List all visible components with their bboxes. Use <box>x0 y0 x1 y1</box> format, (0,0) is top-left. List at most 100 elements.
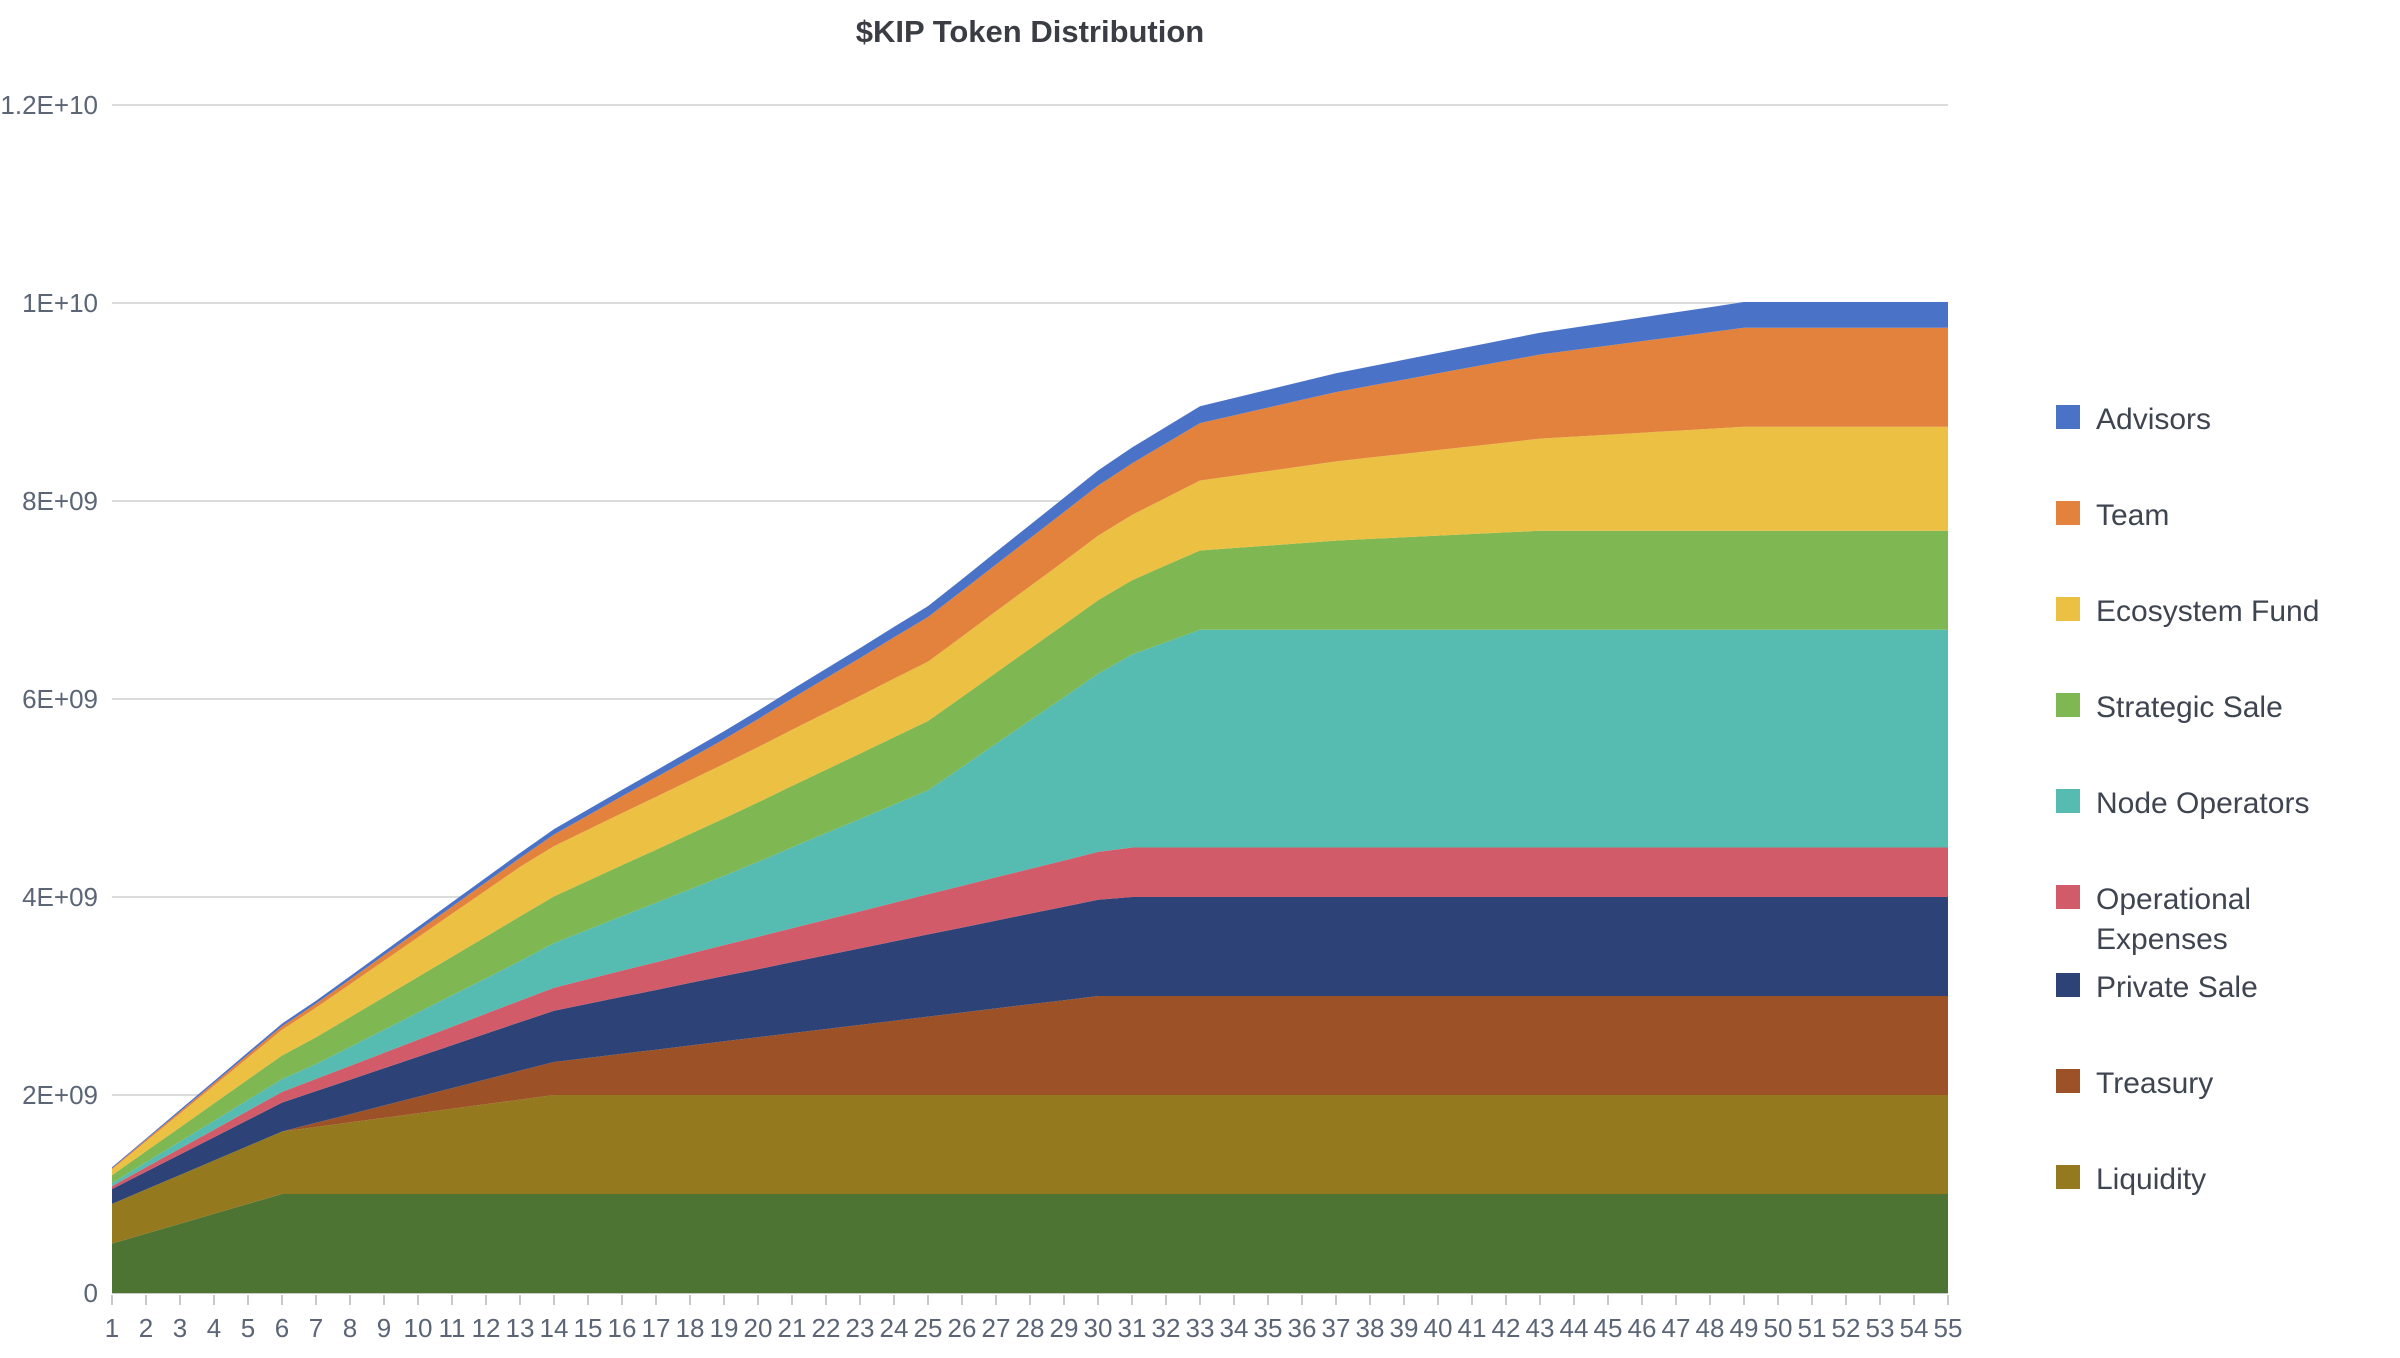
x-axis-tick-label: 7 <box>309 1313 323 1343</box>
legend-label: Team <box>2096 499 2170 532</box>
x-axis-tick-label: 41 <box>1458 1313 1487 1343</box>
x-axis-tick-label: 42 <box>1492 1313 1521 1343</box>
area-series-liquidity <box>112 1095 1948 1244</box>
x-axis-tick-label: 18 <box>676 1313 705 1343</box>
legend-label: Node Operators <box>2096 787 2310 820</box>
legend-swatch-icon <box>2056 973 2080 997</box>
legend-swatch-icon <box>2056 501 2080 525</box>
x-axis-tick-label: 24 <box>880 1313 909 1343</box>
x-axis-tick-label: 16 <box>608 1313 637 1343</box>
x-axis-tick-label: 55 <box>1934 1313 1963 1343</box>
area-series-operational-expenses <box>112 847 1948 1189</box>
x-axis-tick-label: 27 <box>982 1313 1011 1343</box>
x-axis-tick-label: 48 <box>1696 1313 1725 1343</box>
legend-swatch-icon <box>2056 597 2080 621</box>
legend-swatch-icon <box>2056 1069 2080 1093</box>
x-axis-tick-label: 49 <box>1730 1313 1759 1343</box>
legend-item-treasury: Treasury <box>2056 1064 2366 1104</box>
area-series-treasury <box>112 996 1948 1204</box>
x-axis-tick-label: 10 <box>404 1313 433 1343</box>
legend-label: Operational Expenses <box>2096 883 2252 956</box>
x-axis-tick-label: 33 <box>1186 1313 1215 1343</box>
legend-item-strategic-sale: Strategic Sale <box>2056 688 2366 728</box>
legend-label: Treasury <box>2096 1067 2214 1100</box>
x-axis-tick-label: 3 <box>173 1313 187 1343</box>
x-axis-tick-label: 11 <box>439 1313 466 1343</box>
x-axis-tick-label: 51 <box>1798 1313 1827 1343</box>
x-axis-tick-label: 47 <box>1662 1313 1691 1343</box>
x-axis-tick-label: 29 <box>1050 1313 1079 1343</box>
x-axis-tick-label: 43 <box>1526 1313 1555 1343</box>
x-axis-tick-label: 21 <box>778 1313 807 1343</box>
legend-label: Ecosystem Fund <box>2096 595 2320 628</box>
x-axis-tick-label: 17 <box>642 1313 671 1343</box>
y-axis-tick-label: 4E+09 <box>22 882 98 912</box>
area-series-team <box>112 327 1948 1170</box>
x-axis-tick-label: 2 <box>139 1313 153 1343</box>
x-axis-tick-label: 34 <box>1220 1313 1249 1343</box>
x-axis-tick-label: 44 <box>1560 1313 1589 1343</box>
y-axis-tick-label: 0 <box>84 1278 98 1308</box>
x-axis-tick-label: 30 <box>1084 1313 1113 1343</box>
x-axis-tick-label: 20 <box>744 1313 773 1343</box>
y-axis-tick-label: 1E+10 <box>22 288 98 318</box>
x-axis-tick-label: 9 <box>377 1313 391 1343</box>
legend-label: Private Sale <box>2096 971 2258 1004</box>
legend-item-private-sale: Private Sale <box>2056 968 2366 1008</box>
x-axis-tick-label: 14 <box>540 1313 569 1343</box>
x-axis-tick-label: 13 <box>506 1313 535 1343</box>
x-axis-tick-label: 6 <box>275 1313 289 1343</box>
x-axis-tick-label: 5 <box>241 1313 255 1343</box>
x-axis-tick-label: 40 <box>1424 1313 1453 1343</box>
x-axis-tick-label: 45 <box>1594 1313 1623 1343</box>
x-axis-tick-label: 15 <box>574 1313 603 1343</box>
x-axis-tick-label: 8 <box>343 1313 357 1343</box>
chart-title: $KIP Token Distribution <box>855 14 1205 49</box>
legend-item-ecosystem-fund: Ecosystem Fund <box>2056 592 2366 632</box>
x-axis-tick-label: 28 <box>1016 1313 1045 1343</box>
y-axis-tick-label: 2E+09 <box>22 1080 98 1110</box>
legend-swatch-icon <box>2056 405 2080 429</box>
x-axis-tick-label: 37 <box>1322 1313 1351 1343</box>
legend-item-advisors: Advisors <box>2056 400 2366 440</box>
legend-swatch-icon <box>2056 789 2080 813</box>
x-axis-tick-label: 12 <box>472 1313 501 1343</box>
legend-label: Strategic Sale <box>2096 691 2283 724</box>
legend-item-team: Team <box>2056 496 2366 536</box>
x-axis-tick-label: 23 <box>846 1313 875 1343</box>
y-axis-tick-label: 6E+09 <box>22 684 98 714</box>
x-axis-tick-label: 52 <box>1832 1313 1861 1343</box>
area-series-private-sale <box>112 897 1948 1204</box>
x-axis-tick-label: 4 <box>207 1313 221 1343</box>
x-axis-tick-label: 54 <box>1900 1313 1929 1343</box>
legend-item-operational-expenses: Operational Expenses <box>2056 880 2366 960</box>
legend-label: Advisors <box>2096 403 2212 436</box>
x-axis-tick-label: 38 <box>1356 1313 1385 1343</box>
x-axis-tick-label: 53 <box>1866 1313 1895 1343</box>
area-series--unlabeled- <box>112 1194 1948 1293</box>
x-axis-tick-label: 25 <box>914 1313 943 1343</box>
x-axis-tick-label: 19 <box>710 1313 739 1343</box>
x-axis-tick-label: 31 <box>1118 1313 1147 1343</box>
legend-item-node-operators: Node Operators <box>2056 784 2366 824</box>
x-axis-tick-label: 32 <box>1152 1313 1181 1343</box>
area-series-strategic-sale <box>112 530 1948 1184</box>
area-series-node-operators <box>112 629 1948 1187</box>
x-axis-tick-label: 36 <box>1288 1313 1317 1343</box>
x-axis-tick-label: 35 <box>1254 1313 1283 1343</box>
area-series-ecosystem-fund <box>112 426 1948 1176</box>
legend-swatch-icon <box>2056 885 2080 909</box>
legend-swatch-icon <box>2056 693 2080 717</box>
x-axis-tick-label: 50 <box>1764 1313 1793 1343</box>
legend-swatch-icon <box>2056 1165 2080 1189</box>
legend-label: Liquidity <box>2096 1163 2207 1196</box>
x-axis-tick-label: 39 <box>1390 1313 1419 1343</box>
y-axis-tick-label: 8E+09 <box>22 486 98 516</box>
y-axis-tick-label: 1.2E+10 <box>0 90 98 120</box>
legend-item-liquidity: Liquidity <box>2056 1160 2366 1200</box>
x-axis-tick-label: 26 <box>948 1313 977 1343</box>
x-axis-tick-label: 22 <box>812 1313 841 1343</box>
x-axis-tick-label: 1 <box>105 1313 119 1343</box>
